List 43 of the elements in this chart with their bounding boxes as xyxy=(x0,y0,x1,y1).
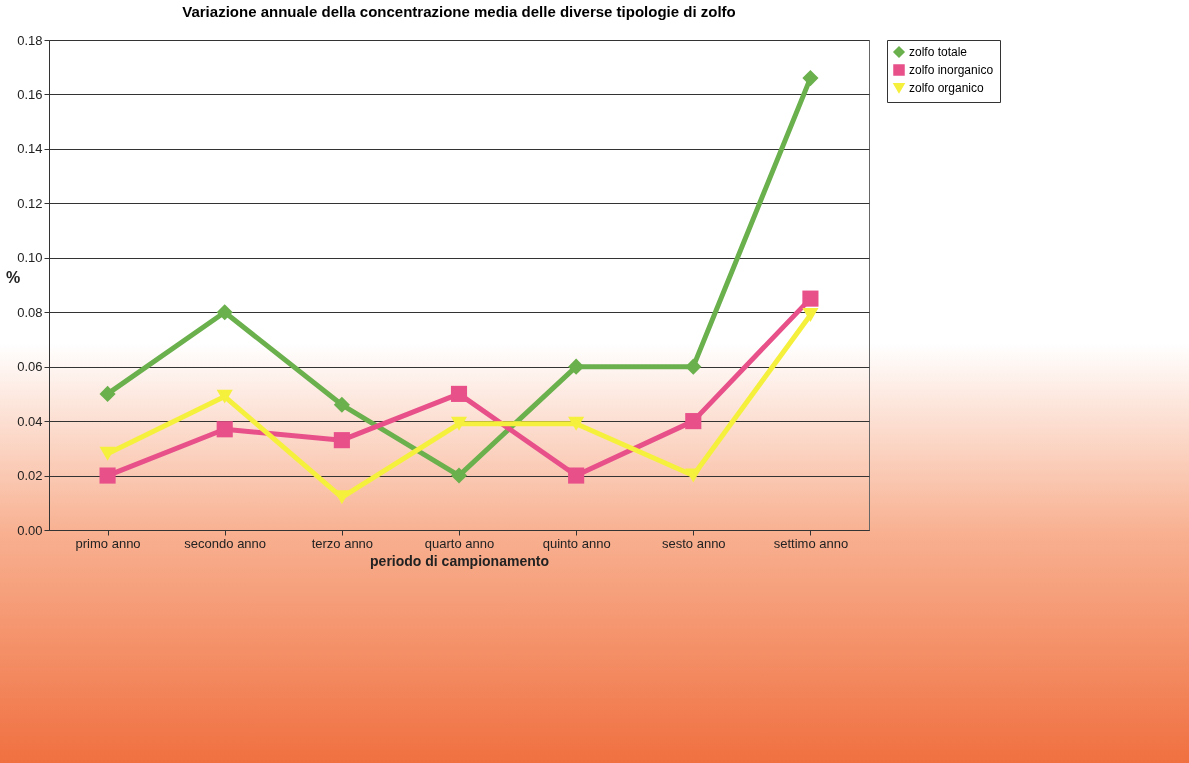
x-tick-label: sesto anno xyxy=(661,535,726,551)
x-tick-label: quarto anno xyxy=(424,535,495,551)
y-tick-label: 0.06 xyxy=(17,359,43,375)
point xyxy=(216,389,233,404)
chart-title: Variazione annuale della concentrazione media delle diverse tipologie di zolfo xyxy=(182,3,736,20)
legend-label: zolfo organico xyxy=(909,81,985,95)
y-tick-label: 0.02 xyxy=(17,468,43,484)
point xyxy=(99,467,116,484)
y-tick-label: 0.08 xyxy=(17,304,43,320)
point xyxy=(99,446,116,461)
x-axis-title: periodo di campionamento xyxy=(370,552,549,569)
y-tick-label: 0.00 xyxy=(17,522,43,538)
point xyxy=(99,385,116,402)
point xyxy=(685,413,702,430)
legend-label: zolfo inorganico xyxy=(909,63,994,77)
y-tick-label: 0.04 xyxy=(17,413,43,429)
y-tick-label: 0.10 xyxy=(17,250,43,266)
point xyxy=(685,468,702,483)
point xyxy=(216,304,233,321)
point xyxy=(568,358,585,375)
point xyxy=(333,432,350,449)
point xyxy=(568,416,585,431)
point xyxy=(685,358,702,375)
point xyxy=(802,70,819,87)
point xyxy=(450,416,468,431)
point xyxy=(333,396,350,413)
point xyxy=(802,290,819,307)
legend-label: zolfo totale xyxy=(909,45,968,59)
x-tick-label: quinto anno xyxy=(542,535,611,551)
point xyxy=(450,467,468,484)
x-tick-label: secondo anno xyxy=(184,535,267,551)
x-tick-label: settimo anno xyxy=(773,535,849,551)
y-axis-title: % xyxy=(6,268,21,286)
point xyxy=(568,467,585,484)
x-tick-label: terzo anno xyxy=(311,535,374,551)
point xyxy=(802,307,819,322)
x-tick-label: primo anno xyxy=(75,535,141,551)
point xyxy=(216,421,233,438)
y-tick-label: 0.12 xyxy=(17,195,43,211)
y-tick-label: 0.14 xyxy=(17,141,43,157)
point xyxy=(450,385,468,402)
y-tick-label: 0.16 xyxy=(17,86,43,102)
y-tick-label: 0.18 xyxy=(17,32,43,48)
